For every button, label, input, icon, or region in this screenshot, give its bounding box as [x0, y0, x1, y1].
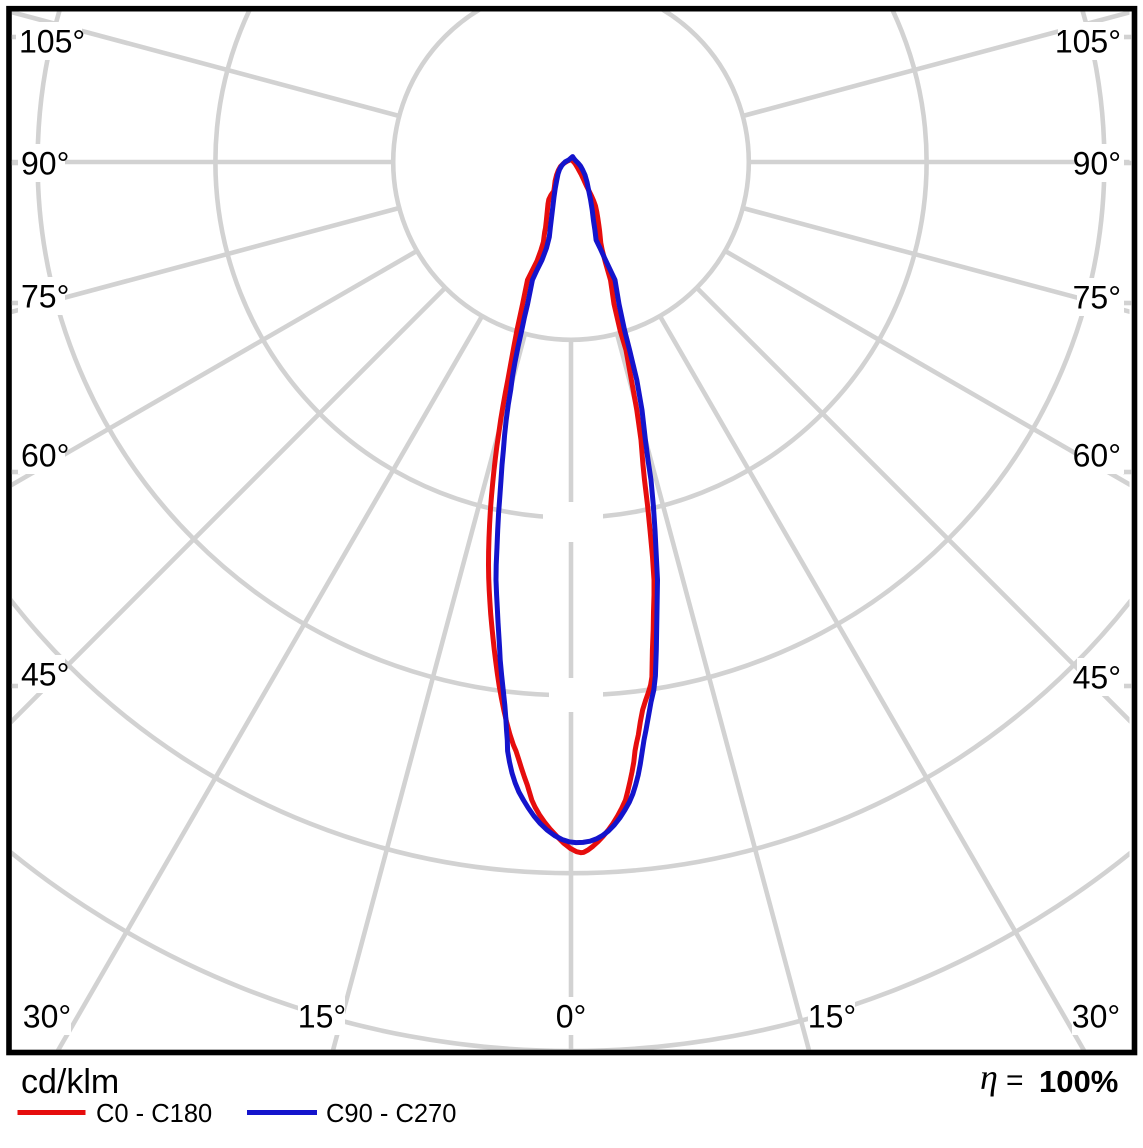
svg-text:45°: 45°: [21, 657, 69, 693]
svg-text:105°: 105°: [19, 24, 85, 60]
svg-text:90°: 90°: [21, 146, 69, 182]
svg-text:75°: 75°: [21, 279, 69, 315]
svg-text:=: =: [1006, 1064, 1024, 1097]
svg-text:0°: 0°: [556, 999, 587, 1035]
svg-text:η: η: [980, 1057, 998, 1097]
svg-text:90°: 90°: [1073, 146, 1121, 182]
svg-text:cd/klm: cd/klm: [21, 1063, 119, 1101]
svg-text:C90 - C270: C90 - C270: [326, 1100, 456, 1128]
svg-text:15°: 15°: [298, 999, 346, 1035]
svg-text:60°: 60°: [1073, 438, 1121, 474]
svg-text:45°: 45°: [1073, 660, 1121, 696]
svg-text:105°: 105°: [1055, 24, 1121, 60]
svg-text:60°: 60°: [21, 438, 69, 474]
svg-text:30°: 30°: [1072, 999, 1120, 1035]
svg-text:15°: 15°: [808, 999, 856, 1035]
svg-text:C0 - C180: C0 - C180: [96, 1100, 212, 1128]
svg-text:100%: 100%: [1039, 1064, 1118, 1099]
svg-text:75°: 75°: [1073, 280, 1121, 316]
svg-text:30°: 30°: [23, 999, 71, 1035]
